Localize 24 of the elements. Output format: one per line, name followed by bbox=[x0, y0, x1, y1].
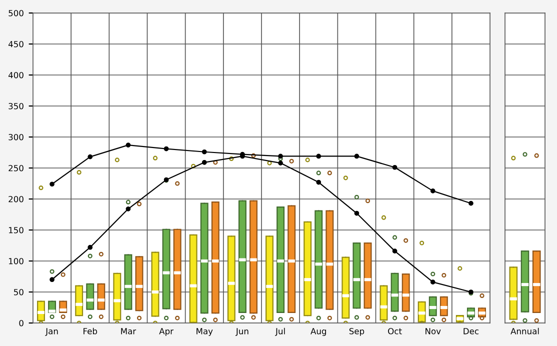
y-tick-label: 250 bbox=[8, 164, 24, 172]
y-tick-label: 200 bbox=[8, 196, 24, 202]
x-tick-label: Nov bbox=[426, 328, 441, 334]
x-tick-label: Mar bbox=[121, 328, 136, 334]
x-tick-label: Jun bbox=[236, 328, 248, 336]
x-tick-label: Feb bbox=[84, 328, 98, 334]
x-tick-label: Jan bbox=[45, 328, 58, 336]
y-tick-label: 150 bbox=[8, 226, 24, 234]
y-tick-label: 400 bbox=[8, 72, 24, 78]
x-tick-label: Aug bbox=[310, 328, 326, 336]
y-tick-label: 300 bbox=[8, 134, 24, 140]
y-tick-label: 0 bbox=[19, 320, 24, 326]
y-tick-label: 100 bbox=[8, 258, 24, 264]
y-tick-label: 50 bbox=[14, 288, 24, 296]
x-tick-label: Apr bbox=[159, 328, 174, 336]
x-tick-label: Oct bbox=[388, 328, 402, 334]
x-tick-label: Jul bbox=[275, 328, 285, 336]
x-tick-label: May bbox=[196, 328, 213, 336]
y-tick-label: 450 bbox=[8, 40, 24, 48]
x-tick-label: Annual bbox=[510, 328, 539, 334]
x-tick-label: Sep bbox=[349, 328, 364, 336]
x-tick-label: Dec bbox=[464, 328, 479, 334]
y-tick-label: 350 bbox=[8, 102, 24, 110]
y-tick-label: 500 bbox=[8, 10, 24, 16]
